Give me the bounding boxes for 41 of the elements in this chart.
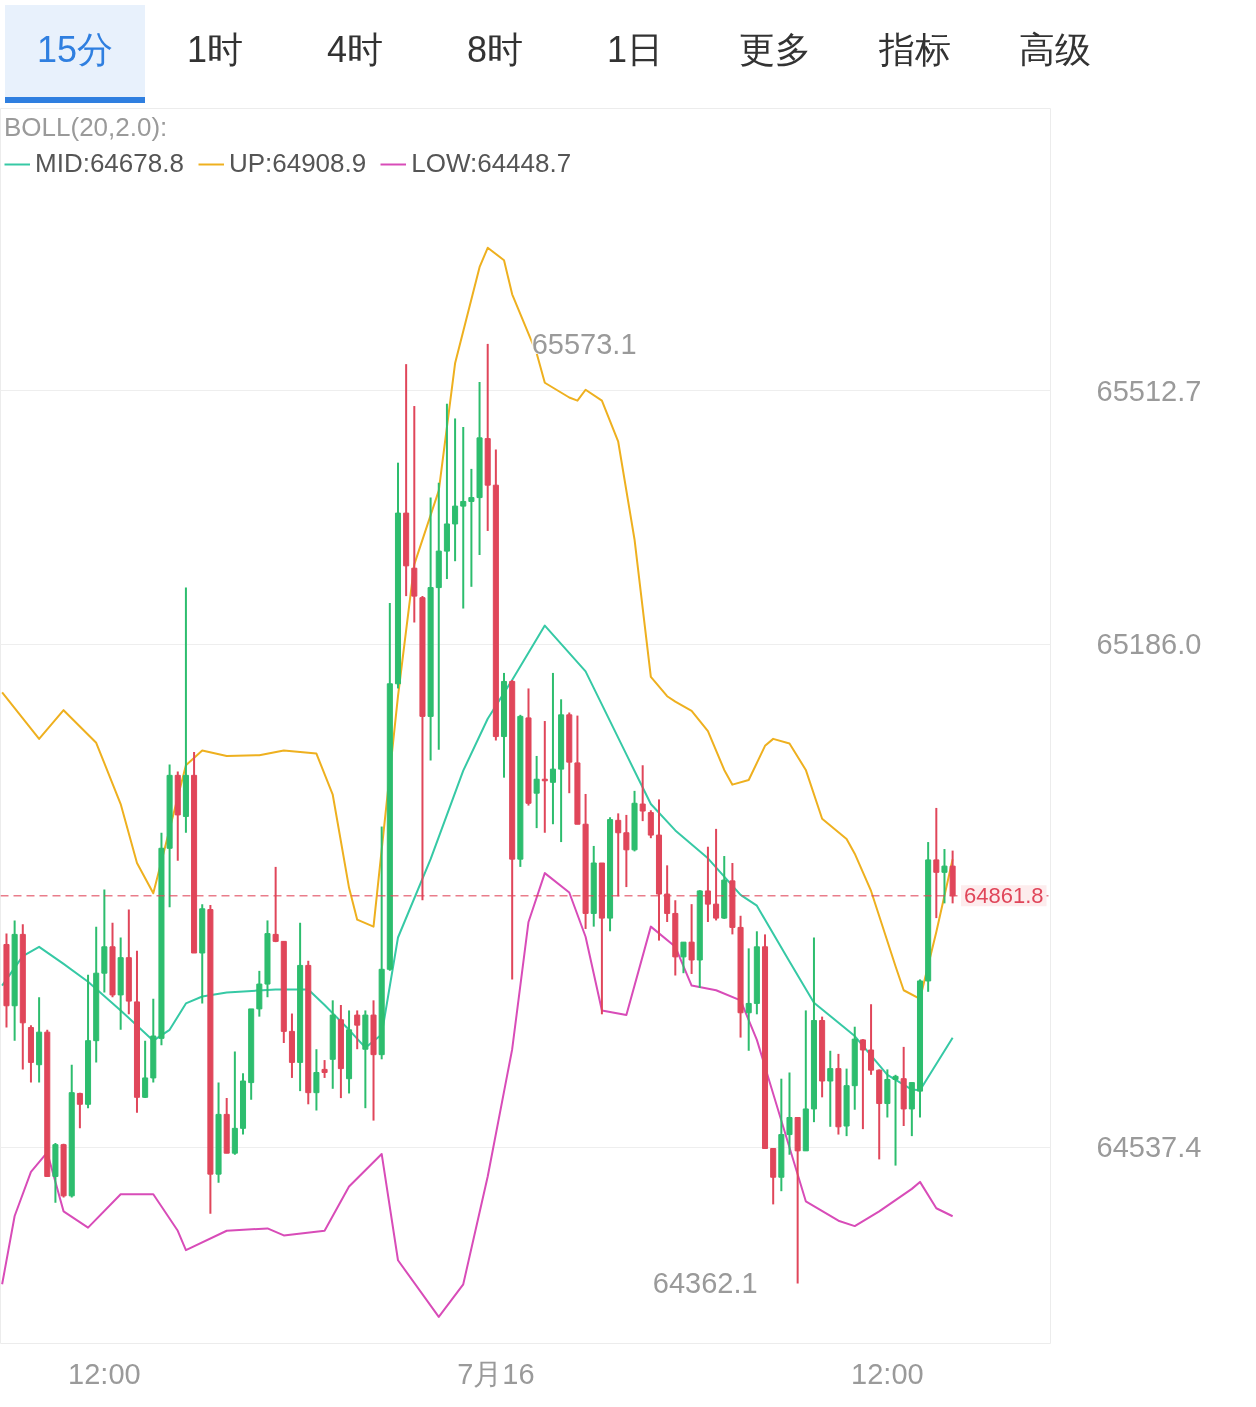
x-tick-label: 7月16 [457,1357,535,1390]
text: 4时 [326,28,384,72]
y-tick-label: 64537.4 [1096,1131,1202,1164]
candlestick [941,848,948,905]
text: 更多 [738,28,812,72]
candlestick [859,1038,866,1131]
text: 15分 [5,5,145,103]
annotation: 65573.1 [531,327,637,360]
candlestick [468,467,475,588]
text: 1日 [606,28,664,72]
x-tick-label: 12:00 [68,1357,141,1390]
candlestick [142,1039,149,1100]
candlestick [452,417,459,563]
candlestick [639,764,646,823]
candlestick [680,941,687,975]
candlestick [533,754,540,830]
candlestick [354,1009,361,1051]
text: 指标 [878,28,952,72]
candlestick [623,813,630,889]
text: 高级 [1018,28,1092,72]
candlestick [313,1048,320,1112]
y-tick-label: 65512.7 [1096,374,1202,407]
candlestick [460,425,467,610]
candlestick [827,1049,834,1128]
legend-label: LOW:64448.7 [411,148,572,179]
candlestick [868,1003,875,1076]
annotation: 64362.1 [652,1267,758,1300]
candlestick [76,1091,83,1130]
ref-line-label: 64861.8 [963,883,1044,909]
text: 1时 [186,28,244,72]
candlestick [745,947,752,1052]
candlestick [786,1071,793,1156]
x-tick-label: 12:00 [851,1357,924,1390]
legend-label: UP:64908.9 [228,148,367,179]
candlestick [549,671,556,826]
y-tick-label: 65186.0 [1096,628,1202,661]
legend-label: MID:64678.8 [35,148,184,179]
candlestick [688,903,695,975]
candlestick [647,809,654,840]
text: 8时 [466,28,524,72]
legend-title: BOLL(20,2.0): [4,112,169,143]
